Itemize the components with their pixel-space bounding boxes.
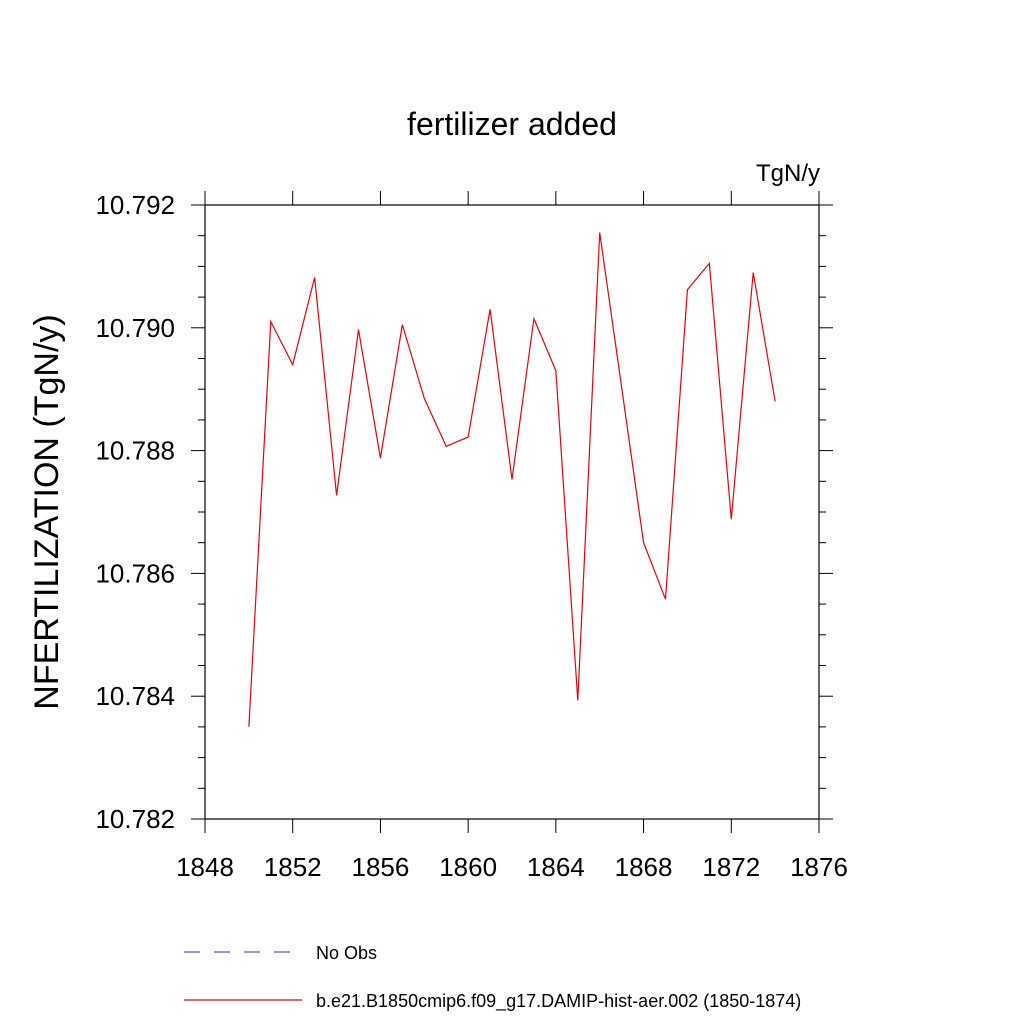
axis-ticks [191,191,833,833]
x-tick-label: 1860 [439,852,497,882]
x-tick-label: 1848 [176,852,234,882]
y-tick-labels: 10.782 10.784 10.786 10.788 10.790 10.792 [95,190,175,834]
x-tick-label: 1852 [264,852,322,882]
y-tick-label: 10.786 [95,558,175,588]
y-tick-label: 10.784 [95,681,175,711]
legend-label-model: b.e21.B1850cmip6.f09_g17.DAMIP-hist-aer.… [316,991,801,1012]
y-tick-label: 10.790 [95,313,175,343]
x-tick-label: 1864 [527,852,585,882]
x-tick-label: 1868 [615,852,673,882]
plot-frame [204,204,820,820]
legend: No Obs b.e21.B1850cmip6.f09_g17.DAMIP-hi… [184,943,801,1012]
y-tick-label: 10.788 [95,436,175,466]
chart-title: fertilizer added [407,106,617,142]
y-tick-label: 10.782 [95,804,175,834]
x-tick-labels: 1848 1852 1856 1860 1864 1868 1872 1876 [176,852,848,882]
series-group [248,232,776,727]
y-axis-label: NFERTILIZATION (TgN/y) [28,314,66,709]
y-tick-label: 10.792 [95,190,175,220]
x-tick-label: 1872 [702,852,760,882]
units-label: TgN/y [756,160,820,187]
legend-label-no-obs: No Obs [316,943,377,963]
x-tick-label: 1876 [790,852,848,882]
series-line-0 [248,232,776,727]
x-tick-label: 1856 [352,852,410,882]
